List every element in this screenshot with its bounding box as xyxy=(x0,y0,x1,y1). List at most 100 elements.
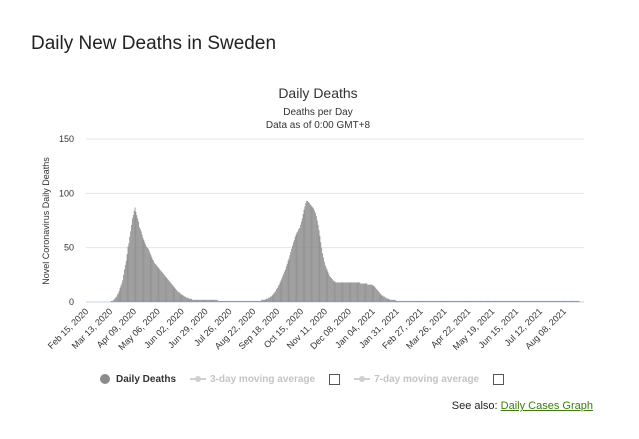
bar xyxy=(354,282,356,302)
bar xyxy=(262,299,264,302)
bar xyxy=(219,300,221,302)
bar xyxy=(284,271,285,302)
bar xyxy=(465,300,467,302)
bar xyxy=(393,299,395,302)
bar xyxy=(258,300,260,302)
bar xyxy=(456,300,458,302)
bar xyxy=(201,299,203,302)
bar xyxy=(161,271,162,302)
bar xyxy=(387,298,389,302)
bar xyxy=(118,291,120,302)
bar xyxy=(537,300,538,302)
bar xyxy=(203,299,205,302)
bar xyxy=(242,300,244,302)
bar xyxy=(438,300,440,302)
bar xyxy=(384,296,385,302)
bar xyxy=(193,299,194,302)
bar xyxy=(312,207,314,302)
bar xyxy=(457,300,459,302)
bar xyxy=(536,300,538,302)
bar xyxy=(370,284,372,302)
bar xyxy=(193,299,195,302)
bar xyxy=(471,300,473,302)
bar xyxy=(531,300,533,302)
daily-cases-graph-link[interactable]: Daily Cases Graph xyxy=(500,400,593,412)
bar xyxy=(252,300,254,302)
bar xyxy=(364,283,366,302)
bar xyxy=(276,288,277,302)
bar xyxy=(515,300,516,302)
bar xyxy=(160,270,162,302)
bar xyxy=(439,300,441,302)
bar xyxy=(539,300,541,302)
bar xyxy=(243,300,245,302)
bar xyxy=(278,284,280,302)
bar xyxy=(538,300,539,302)
bar xyxy=(224,300,226,302)
bar xyxy=(110,300,112,302)
bar xyxy=(147,248,149,302)
bar xyxy=(358,282,360,302)
bar xyxy=(480,300,482,302)
bar xyxy=(561,300,562,302)
bar xyxy=(273,293,275,302)
bar xyxy=(463,300,465,302)
bar xyxy=(378,292,380,302)
bar xyxy=(136,215,138,302)
bar xyxy=(249,300,251,302)
bar xyxy=(326,269,328,302)
bar xyxy=(120,285,122,302)
bar xyxy=(414,300,415,302)
bar xyxy=(518,300,520,302)
y-axis-ticks: 0 50 100 150 xyxy=(59,134,74,307)
bar xyxy=(565,300,567,302)
bar xyxy=(484,300,486,302)
bar xyxy=(325,267,327,302)
bar xyxy=(240,300,242,302)
toggle-3day-ma-checkbox[interactable] xyxy=(329,373,341,385)
bar xyxy=(154,263,156,302)
bar xyxy=(182,295,184,302)
bar xyxy=(493,300,495,302)
bar xyxy=(476,300,478,302)
bar xyxy=(179,293,181,302)
legend-item-3day-ma[interactable]: 3-day moving average xyxy=(190,374,315,385)
legend-label-7day-ma: 7-day moving average xyxy=(374,373,480,385)
bar xyxy=(338,282,340,302)
bar xyxy=(500,300,502,302)
bar xyxy=(139,229,141,302)
bar xyxy=(185,296,186,302)
bar xyxy=(369,284,371,302)
bar xyxy=(138,221,139,302)
y-tick-label: 0 xyxy=(69,297,74,307)
bar xyxy=(469,300,470,302)
bar xyxy=(441,300,443,302)
bar xyxy=(511,300,513,302)
bar xyxy=(289,255,291,302)
bar xyxy=(189,298,191,302)
bar xyxy=(522,300,523,302)
bar xyxy=(267,298,269,302)
bar xyxy=(135,211,137,302)
legend-item-7day-ma[interactable]: 7-day moving average xyxy=(354,374,479,385)
bar xyxy=(316,220,318,302)
bar xyxy=(570,300,572,302)
bar xyxy=(534,300,536,302)
bar xyxy=(151,257,153,302)
bar xyxy=(392,299,394,302)
bar xyxy=(556,300,558,302)
bar xyxy=(304,206,306,302)
bar xyxy=(373,285,375,302)
bar xyxy=(235,300,237,302)
toggle-7day-ma-checkbox[interactable] xyxy=(493,373,505,385)
bar xyxy=(131,224,132,302)
bar xyxy=(486,300,488,302)
bar xyxy=(569,300,571,302)
bar xyxy=(389,299,391,302)
bar xyxy=(353,282,354,302)
legend-item-daily-deaths[interactable]: Daily Deaths xyxy=(100,374,176,385)
bar xyxy=(474,300,476,302)
chart-subtitle: Deaths per Day xyxy=(283,107,352,118)
bar xyxy=(413,300,415,302)
bar xyxy=(496,300,498,302)
